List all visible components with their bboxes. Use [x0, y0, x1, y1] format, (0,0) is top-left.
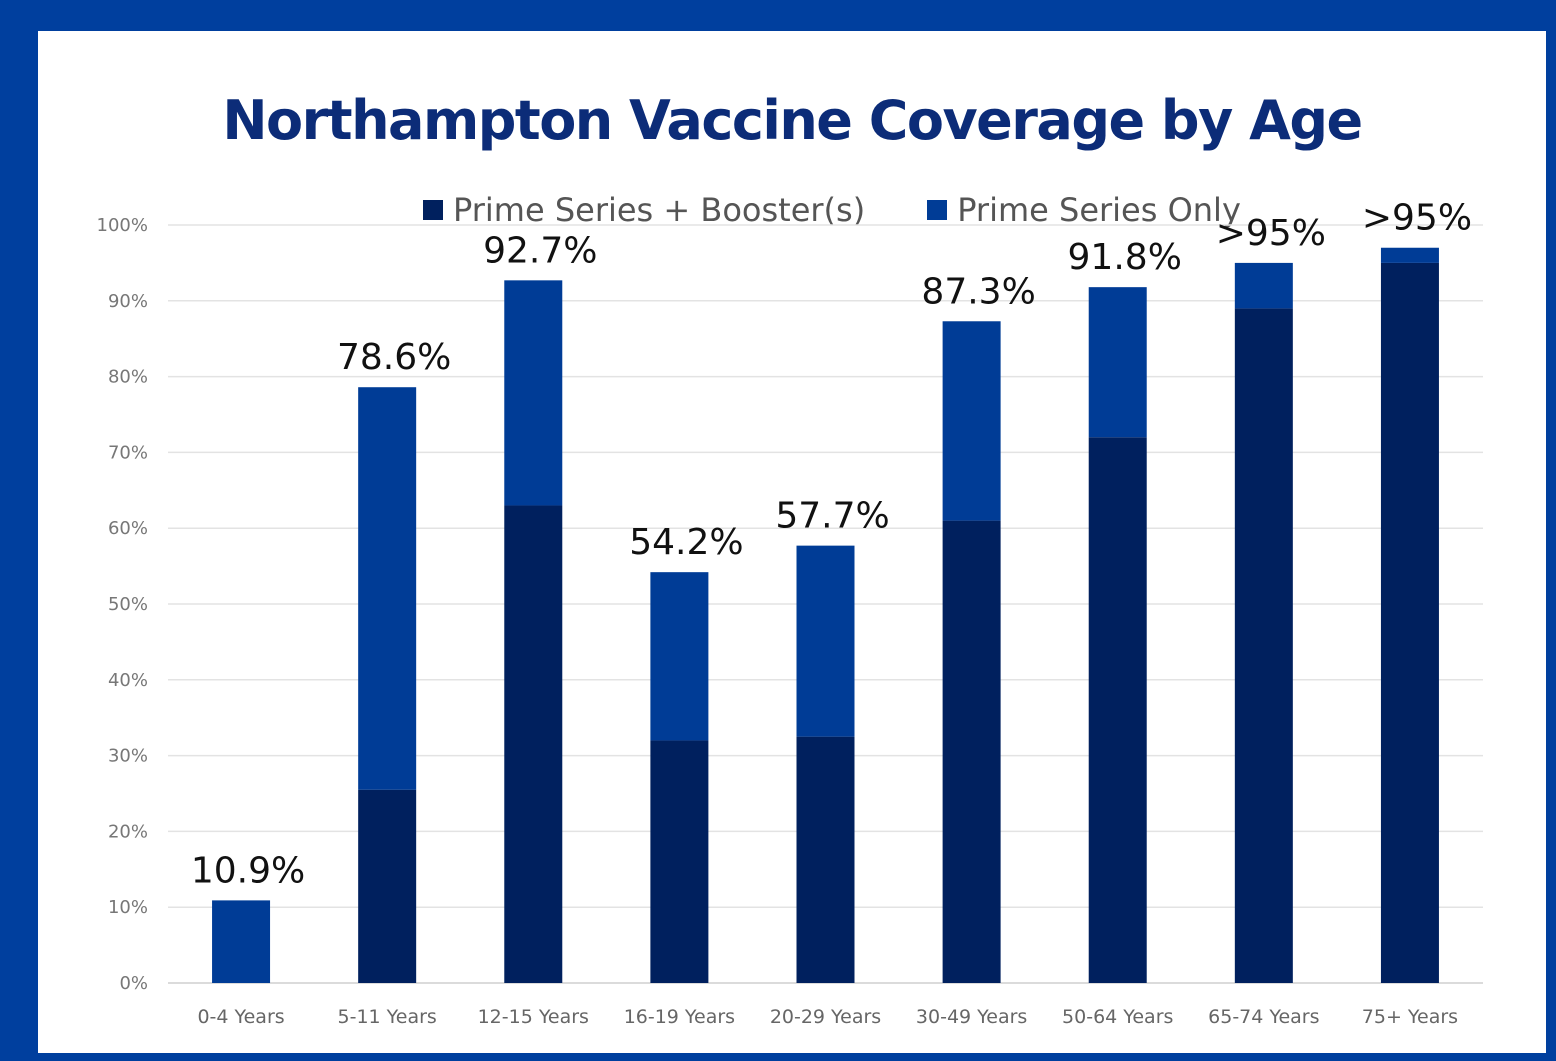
bar-prime-only: [504, 280, 563, 506]
bar-prime-only: [358, 387, 417, 790]
y-tick-label: 40%: [108, 670, 148, 691]
legend-label-prime-only: Prime Series Only: [957, 191, 1241, 229]
data-label: >95%: [1216, 213, 1326, 254]
bar-booster: [650, 740, 709, 983]
legend-label-booster: Prime Series + Booster(s): [453, 191, 866, 229]
legend: Prime Series + Booster(s) Prime Series O…: [423, 191, 1303, 229]
y-tick-label: 80%: [108, 367, 148, 388]
legend-entry-booster: Prime Series + Booster(s): [423, 191, 865, 229]
y-tick-label: 0%: [119, 973, 148, 994]
y-tick-label: 100%: [97, 215, 148, 236]
bar-booster: [942, 520, 1001, 983]
legend-swatch-prime-only: [927, 200, 948, 220]
bar-prime-only: [1088, 287, 1147, 438]
data-label: >95%: [1362, 198, 1472, 239]
x-tick-label: 12-15 Years: [478, 1006, 589, 1028]
legend-entry-prime-only: Prime Series Only: [927, 191, 1241, 229]
x-tick-label: 65-74 Years: [1208, 1006, 1319, 1028]
x-tick-label: 50-64 Years: [1062, 1006, 1173, 1028]
data-label: 91.8%: [1068, 237, 1182, 278]
bar-prime-only: [212, 900, 271, 983]
data-label: 87.3%: [921, 271, 1035, 312]
bar-booster: [358, 789, 417, 983]
bar-prime-only: [650, 572, 709, 741]
plot-area: 0% 10% 20% 30% 40% 50% 60% 70% 80% 90% 100% 10.9% 0-…: [97, 198, 1483, 1028]
bar-prime-only: [796, 545, 855, 737]
data-label: 54.2%: [629, 522, 743, 563]
x-tick-label: 75+ Years: [1362, 1006, 1458, 1028]
chart-title: Northampton Vaccine Coverage by Age: [222, 89, 1363, 152]
bar-prime-only: [1234, 262, 1293, 309]
bar-booster: [1088, 437, 1147, 983]
bar-booster: [504, 505, 563, 983]
bar-booster: [1380, 262, 1439, 983]
y-tick-label: 50%: [108, 594, 148, 615]
x-tick-label: 0-4 Years: [197, 1006, 284, 1028]
y-tick-label: 10%: [108, 897, 148, 918]
chart-frame: Northampton Vaccine Coverage by Age Prim…: [38, 31, 1546, 1053]
bar-prime-only: [942, 321, 1001, 521]
bar-booster: [796, 736, 855, 983]
data-label: 92.7%: [483, 230, 597, 271]
x-tick-label: 16-19 Years: [624, 1006, 735, 1028]
data-label: 57.7%: [775, 496, 889, 537]
y-tick-label: 30%: [108, 746, 148, 767]
data-label: 10.9%: [191, 850, 305, 891]
legend-swatch-booster: [423, 200, 443, 220]
bar-booster: [1234, 308, 1293, 983]
data-label: 78.6%: [337, 337, 451, 378]
x-tick-label: 20-29 Years: [770, 1006, 881, 1028]
bar-prime-only: [1380, 247, 1439, 263]
y-tick-label: 70%: [108, 442, 148, 463]
y-tick-label: 60%: [108, 518, 148, 539]
y-tick-label: 90%: [108, 291, 148, 312]
y-tick-label: 20%: [108, 821, 148, 842]
x-tick-label: 5-11 Years: [338, 1006, 437, 1028]
x-tick-label: 30-49 Years: [916, 1006, 1027, 1028]
